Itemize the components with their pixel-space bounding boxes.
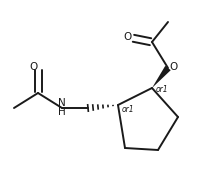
Text: O: O xyxy=(123,32,131,42)
Text: or1: or1 xyxy=(122,106,135,114)
Text: H: H xyxy=(58,107,66,117)
Text: N: N xyxy=(58,98,66,108)
Text: or1: or1 xyxy=(156,85,169,95)
Text: O: O xyxy=(29,62,37,72)
Text: O: O xyxy=(169,62,177,72)
Polygon shape xyxy=(152,66,171,88)
